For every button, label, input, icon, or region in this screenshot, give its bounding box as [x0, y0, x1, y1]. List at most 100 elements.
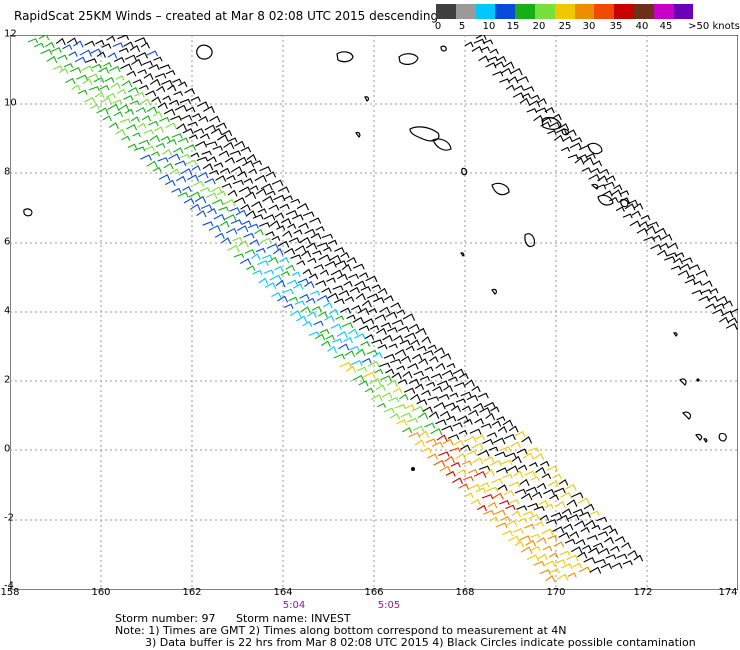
wind-barb	[199, 133, 210, 140]
wind-barb	[507, 76, 519, 84]
wind-barb	[561, 508, 572, 516]
wind-barb	[450, 461, 461, 468]
wind-barb	[468, 409, 479, 417]
wind-barb	[483, 401, 496, 409]
wind-barb	[277, 240, 290, 248]
wind-barb	[123, 41, 134, 48]
wind-barb	[299, 293, 310, 300]
wind-barb	[108, 122, 119, 129]
wind-barb	[410, 393, 421, 402]
island-outline	[196, 44, 213, 60]
island-outline	[364, 96, 370, 102]
wind-barb	[142, 60, 153, 66]
wind-barb	[40, 48, 53, 56]
wind-barb	[488, 446, 499, 452]
wind-barb	[177, 137, 189, 144]
wind-barb	[258, 222, 271, 228]
wind-barb	[500, 515, 511, 522]
wind-barb	[487, 501, 498, 509]
wind-barb	[627, 549, 638, 557]
wind-barb	[294, 245, 307, 253]
wind-barb	[471, 385, 481, 393]
wind-barb	[204, 178, 216, 185]
wind-barb	[567, 154, 579, 160]
wind-barb	[622, 560, 633, 566]
wind-barb	[249, 185, 259, 191]
wind-barb	[118, 47, 129, 53]
wind-barb	[243, 177, 254, 184]
wind-barb	[501, 67, 512, 75]
wind-barb	[564, 538, 576, 545]
wind-barb	[251, 201, 263, 209]
wind-barb	[124, 108, 134, 115]
contamination-circle	[696, 378, 700, 382]
wind-barb	[556, 573, 569, 581]
wind-barb	[636, 227, 649, 235]
island-outline	[679, 378, 687, 386]
wind-barb	[187, 121, 198, 127]
wind-barb	[293, 229, 303, 235]
wind-barb	[174, 160, 187, 167]
wind-barb	[160, 135, 171, 142]
wind-barb	[350, 359, 363, 367]
wind-barb	[214, 232, 225, 239]
wind-barb	[620, 190, 630, 196]
wind-barb	[346, 314, 356, 320]
wind-barb	[257, 260, 269, 267]
wind-barb	[409, 323, 420, 331]
wind-barb	[188, 191, 202, 199]
wind-barb	[46, 55, 58, 64]
wind-barb	[545, 519, 558, 525]
wind-barb	[474, 418, 485, 425]
wind-barb	[157, 102, 168, 110]
wind-barb	[497, 484, 508, 491]
wind-barb	[140, 98, 151, 106]
wind-barb	[191, 165, 201, 171]
wind-barb	[140, 154, 152, 161]
wind-barb	[570, 546, 583, 554]
wind-barb	[556, 127, 567, 135]
wind-barb	[366, 293, 380, 300]
wind-barb	[494, 61, 505, 68]
wind-barb	[109, 66, 121, 73]
wind-barb	[716, 295, 728, 303]
wind-barb	[55, 37, 66, 46]
wind-barb	[551, 113, 562, 121]
wind-barb	[408, 378, 420, 386]
wind-barb	[195, 140, 208, 148]
wind-barb	[499, 499, 510, 506]
wind-barb	[480, 423, 492, 429]
wind-barb	[377, 402, 386, 408]
wind-barb	[99, 84, 110, 91]
wind-barb	[574, 157, 585, 165]
wind-barb	[494, 509, 506, 516]
wind-barb	[106, 35, 116, 42]
wind-barb	[145, 90, 157, 97]
wind-barb	[590, 167, 601, 174]
lon-label: 164	[273, 587, 293, 598]
legend-swatch	[653, 4, 674, 19]
wind-barb	[182, 128, 194, 135]
wind-barb	[521, 436, 533, 444]
wind-barb	[622, 213, 633, 219]
wind-barb	[326, 277, 336, 283]
wind-barb	[73, 40, 84, 48]
wind-barb	[271, 292, 282, 298]
wind-barb	[360, 285, 372, 292]
island-outline	[703, 438, 708, 443]
wind-barb	[533, 506, 545, 512]
wind-barb	[209, 115, 221, 123]
wind-barb	[174, 104, 188, 112]
wind-barb	[222, 199, 236, 207]
wind-barb	[209, 169, 220, 176]
wind-barb	[268, 204, 280, 211]
wind-barb	[165, 69, 176, 76]
wind-barb	[563, 136, 573, 143]
island-outline	[355, 131, 361, 138]
wind-barb	[90, 104, 100, 110]
wind-barb	[721, 310, 734, 318]
wind-barb	[728, 317, 738, 324]
wind-barb	[351, 305, 362, 312]
wind-barb	[539, 514, 550, 521]
wind-barb	[196, 156, 209, 162]
